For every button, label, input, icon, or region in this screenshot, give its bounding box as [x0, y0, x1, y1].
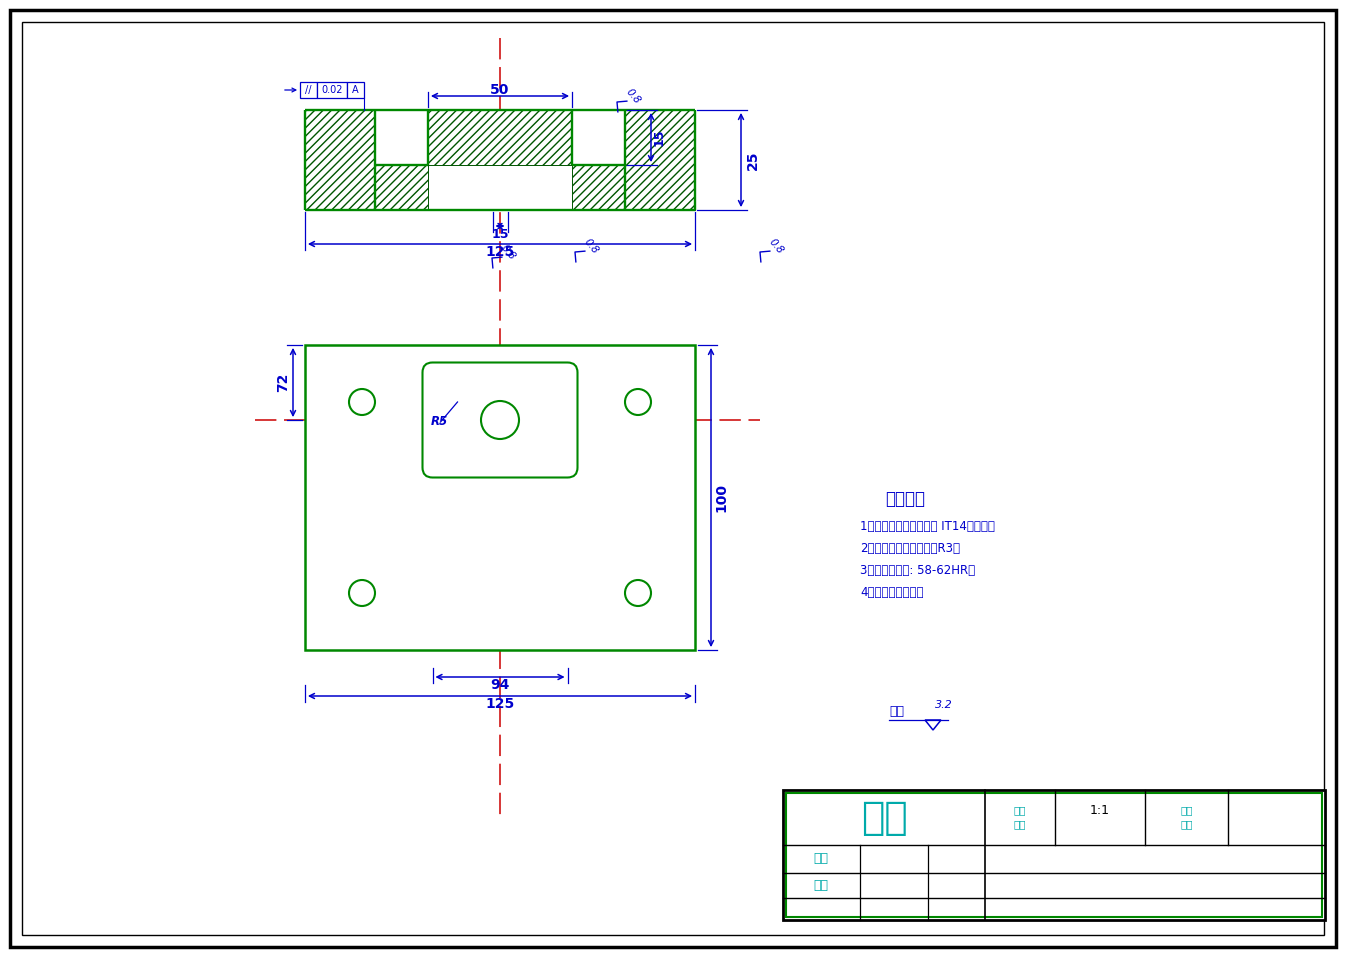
Circle shape [625, 389, 651, 415]
Text: 15: 15 [491, 228, 509, 240]
Circle shape [481, 401, 520, 439]
Text: 125: 125 [486, 245, 514, 259]
Polygon shape [572, 110, 625, 165]
Polygon shape [428, 165, 572, 210]
Text: 125: 125 [486, 697, 514, 711]
Text: 0.02: 0.02 [322, 85, 343, 95]
Text: 100: 100 [713, 483, 728, 512]
Polygon shape [376, 110, 428, 165]
Polygon shape [428, 110, 572, 165]
Text: 3.2: 3.2 [935, 700, 953, 710]
Bar [300, 82, 318, 98]
Text: 3、热处理硬度: 58-62HR；: 3、热处理硬度: 58-62HR； [860, 564, 975, 577]
Text: 比例: 比例 [1014, 806, 1026, 815]
Text: 1:1: 1:1 [1090, 804, 1110, 817]
Bar [786, 793, 1322, 917]
FancyBboxPatch shape [423, 363, 577, 478]
Text: 图号: 图号 [1180, 806, 1193, 815]
Bar [347, 82, 363, 98]
Polygon shape [625, 110, 695, 210]
Text: 2、零件图上未注图角为R3；: 2、零件图上未注图角为R3； [860, 542, 960, 555]
Text: 0.8: 0.8 [767, 236, 786, 256]
Text: 其余: 其余 [888, 705, 905, 718]
Text: 0.8: 0.8 [583, 236, 600, 256]
Bar [318, 82, 347, 98]
Text: 技术要求: 技术要求 [886, 490, 925, 508]
Text: 1、零图上未注明公差按 IT14级选取；: 1、零图上未注明公差按 IT14级选取； [860, 520, 995, 533]
Polygon shape [306, 110, 376, 210]
Bar [783, 790, 1324, 920]
Polygon shape [572, 165, 625, 210]
Text: 72: 72 [276, 373, 289, 392]
Text: 4、保证切口锋利。: 4、保证切口锋利。 [860, 586, 923, 599]
Circle shape [349, 580, 376, 606]
Text: //: // [306, 85, 312, 95]
Text: 凹模: 凹模 [860, 798, 907, 836]
Text: 校核: 校核 [813, 879, 829, 892]
Text: 50: 50 [490, 83, 510, 97]
Circle shape [349, 389, 376, 415]
Text: A: A [353, 85, 359, 95]
Text: 25: 25 [746, 150, 760, 169]
Text: 94: 94 [490, 678, 510, 692]
Text: 0.8: 0.8 [499, 243, 518, 262]
Polygon shape [376, 165, 428, 210]
Text: R5: R5 [431, 415, 448, 428]
Bar [306, 345, 695, 650]
Text: 重量: 重量 [1014, 819, 1026, 830]
Text: 制图: 制图 [813, 853, 829, 865]
Text: 15: 15 [653, 129, 665, 146]
Text: 日期: 日期 [1180, 819, 1193, 830]
Text: 0.8: 0.8 [625, 87, 642, 106]
Circle shape [625, 580, 651, 606]
